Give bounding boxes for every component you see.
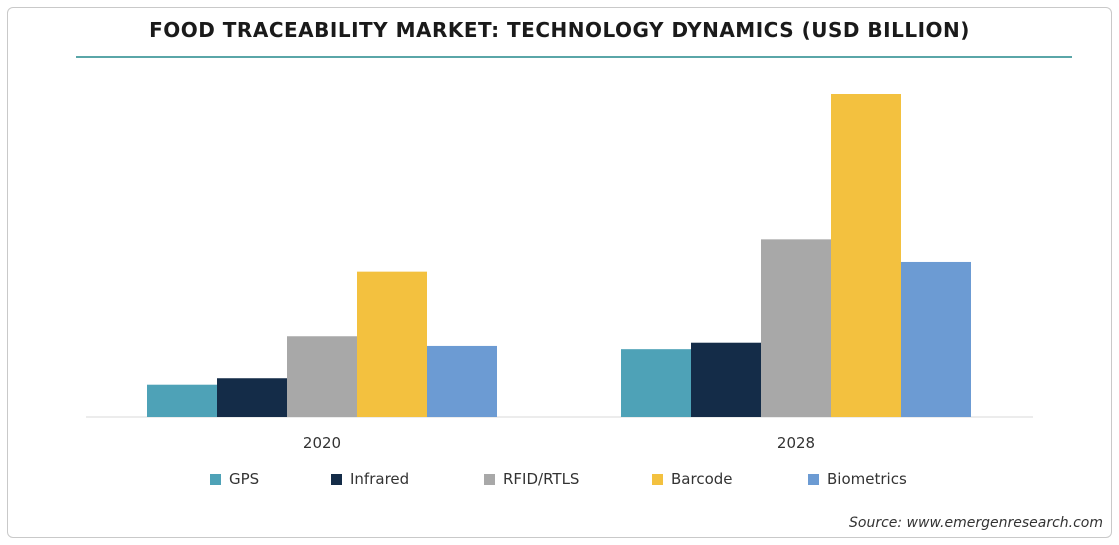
legend-item-rfid-rtls: RFID/RTLS (484, 470, 579, 488)
legend-swatch (808, 473, 819, 485)
legend-item-barcode: Barcode (652, 470, 733, 488)
bars-group (147, 94, 971, 417)
bar-barcode-2020 (357, 271, 427, 417)
legend-label: Biometrics (827, 470, 907, 488)
bar-infrared-2020 (217, 378, 287, 417)
legend-swatch (331, 473, 342, 485)
bar-rfid-rtls-2020 (287, 336, 357, 417)
title-divider (76, 56, 1072, 58)
legend-item-biometrics: Biometrics (808, 470, 907, 488)
source-note: Source: www.emergenresearch.com (849, 515, 1103, 531)
bar-biometrics-2028 (901, 261, 971, 417)
chart-title: FOOD TRACEABILITY MARKET: TECHNOLOGY DYN… (149, 18, 970, 42)
bar-gps-2020 (147, 384, 217, 417)
legend: GPS Infrared RFID/RTLS Barcode Biometrics (0, 470, 1119, 492)
legend-label: Barcode (671, 470, 733, 488)
x-tick-label-2020: 2020 (303, 434, 341, 452)
x-tick-labels: 2020 2028 (303, 434, 815, 452)
bar-biometrics-2020 (427, 345, 497, 417)
x-tick-label-2028: 2028 (777, 434, 815, 452)
bar-rfid-rtls-2028 (761, 239, 831, 417)
legend-swatch (652, 473, 663, 485)
legend-swatch (210, 473, 221, 485)
legend-item-infrared: Infrared (331, 470, 409, 488)
legend-swatch (484, 473, 495, 485)
legend-label: Infrared (350, 470, 410, 488)
legend-label: RFID/RTLS (503, 470, 580, 488)
legend-item-gps: GPS (210, 470, 259, 488)
bar-gps-2028 (621, 349, 691, 417)
bar-barcode-2028 (831, 94, 901, 417)
bar-infrared-2028 (691, 342, 761, 417)
legend-label: GPS (229, 470, 260, 488)
